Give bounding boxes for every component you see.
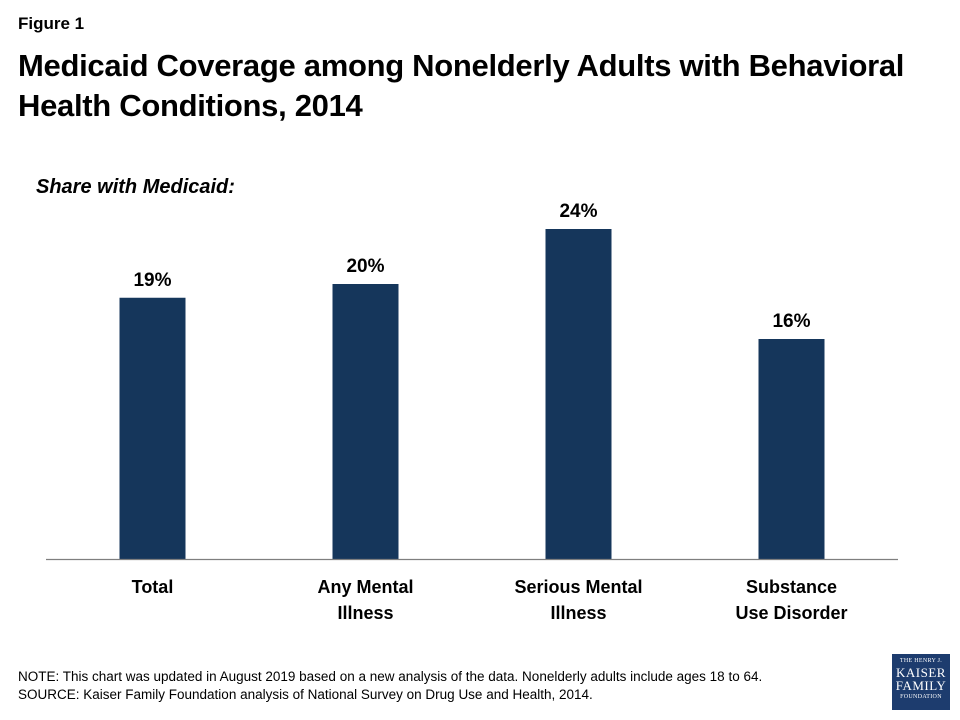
value-label-3: 16%	[772, 311, 810, 332]
category-label-1: Any Mental Illness	[317, 577, 413, 623]
category-label-0: Total	[132, 577, 174, 597]
source-text: SOURCE: Kaiser Family Foundation analysi…	[18, 687, 593, 702]
logo-line-3: FAMILY	[895, 678, 947, 693]
note-text: NOTE: This chart was updated in August 2…	[18, 669, 763, 684]
value-label-1: 20%	[346, 256, 384, 277]
figure-label: Figure 1	[18, 14, 85, 33]
chart-title: Medicaid Coverage among Nonelderly Adult…	[18, 48, 905, 123]
bar-3	[758, 339, 825, 559]
category-label-2: Serious Mental Illness	[514, 577, 642, 623]
logo-line-2: KAISER	[896, 665, 946, 680]
category-label-3: Substance Use Disorder	[735, 577, 847, 623]
value-label-0: 19%	[133, 270, 171, 291]
bar-0	[119, 297, 186, 559]
chart-subtitle: Share with Medicaid:	[36, 176, 235, 198]
value-label-2: 24%	[559, 201, 597, 222]
logo-line-1: THE HENRY J.	[899, 658, 943, 664]
kff-logo: THE HENRY J. KAISER FAMILY FOUNDATION	[892, 654, 950, 710]
logo-line-4: FOUNDATION	[900, 694, 942, 700]
bar-1	[332, 284, 399, 559]
bar-2	[545, 229, 612, 559]
chart-notes: NOTE: This chart was updated in August 2…	[18, 668, 762, 704]
